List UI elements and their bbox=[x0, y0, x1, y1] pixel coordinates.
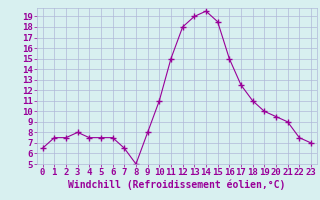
X-axis label: Windchill (Refroidissement éolien,°C): Windchill (Refroidissement éolien,°C) bbox=[68, 180, 285, 190]
